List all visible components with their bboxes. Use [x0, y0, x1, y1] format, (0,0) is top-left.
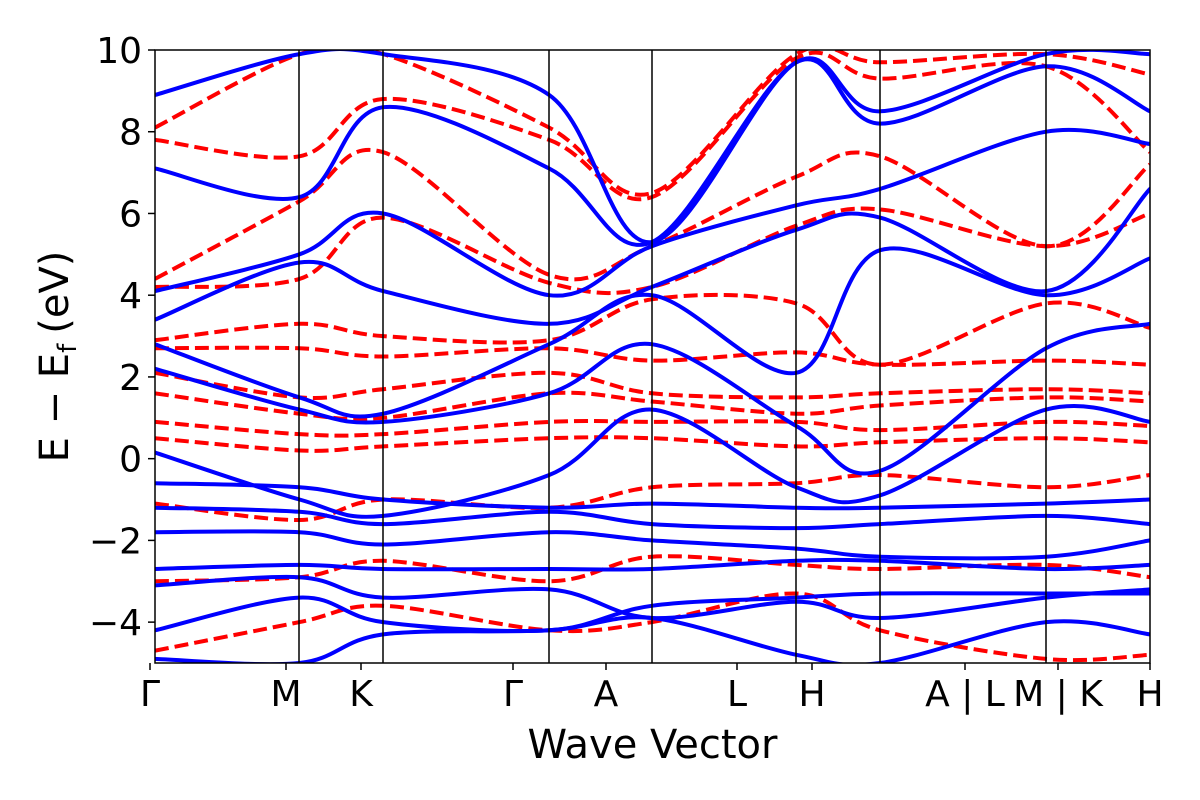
y-axis: −4 −2 0 2 4 6 8 10 — [89, 31, 155, 644]
x-axis-title: Wave Vector — [528, 722, 779, 768]
x-tick-label: Γ — [503, 674, 523, 715]
y-axis-title-unit: (eV) — [32, 251, 78, 334]
x-tick-label: M | K — [1013, 674, 1104, 715]
dashed-band-line — [155, 345, 1150, 367]
x-tick-label: L — [727, 674, 747, 715]
y-tick-label: 10 — [96, 31, 142, 72]
x-tick-label: A — [594, 674, 619, 715]
solid-band-line — [155, 246, 1150, 419]
y-axis-title-subscript: f — [53, 343, 83, 353]
k-point-lines — [298, 50, 1047, 663]
y-tick-label: −2 — [89, 521, 142, 562]
y-tick-label: 6 — [119, 194, 142, 235]
solid-band-line — [155, 321, 1150, 476]
y-tick-label: 8 — [119, 113, 142, 154]
y-axis-title-main: E − E — [32, 353, 78, 463]
y-tick-label: 0 — [119, 440, 142, 481]
dashed-band-line — [155, 435, 1150, 453]
dashed-band-line — [155, 50, 1150, 197]
x-tick-label: A | L — [925, 674, 1005, 715]
y-tick-label: −4 — [89, 603, 142, 644]
x-tick-label: H — [1136, 674, 1163, 715]
plot-frame — [154, 49, 1151, 664]
dashed-band-line — [155, 292, 1150, 367]
x-tick-label: K — [349, 674, 374, 715]
dashed-band-line — [155, 418, 1150, 438]
y-tick-label: 2 — [119, 358, 142, 399]
x-tick-label: Γ — [140, 674, 160, 715]
x-tick-label: H — [798, 674, 825, 715]
y-tick-label: 4 — [119, 276, 142, 317]
x-tick-label: M — [270, 674, 301, 715]
y-axis-title: E − Ef (eV) — [32, 251, 83, 463]
